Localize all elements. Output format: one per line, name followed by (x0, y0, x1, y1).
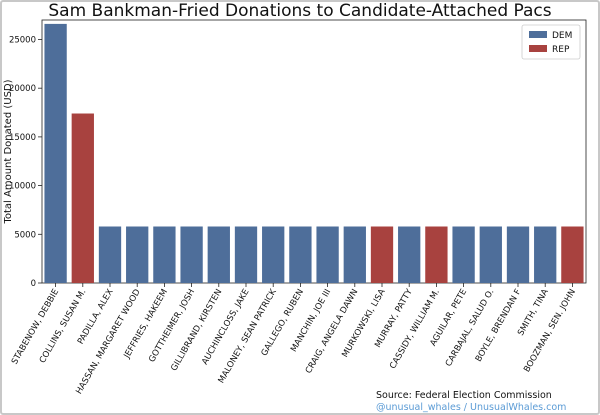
bar-gillibrand-kirsten[interactable] (207, 226, 230, 283)
y-tick-label: 0 (31, 279, 36, 289)
bar-jeffries-hakeem[interactable] (153, 226, 176, 283)
y-tick-label: 15000 (9, 133, 36, 143)
bar-gottheimer-josh[interactable] (180, 226, 203, 283)
bar-stabenow-debbie[interactable] (44, 23, 67, 283)
source-note: Source: Federal Election Commission (376, 390, 552, 401)
x-tick-label: GILLIBRAND, KIRSTEN (169, 288, 224, 373)
x-tick-label: CARBAJAL, SALUD O. (444, 288, 497, 369)
legend-label-dem: DEM (552, 31, 572, 41)
legend-swatch-rep (529, 45, 547, 52)
bar-aguilar-pete[interactable] (452, 226, 475, 283)
bar-craig-angela-dawn[interactable] (343, 226, 366, 283)
plot-area: 0 5000 10000 15000 20000 25000 Total Amount Do… (3, 19, 587, 396)
bar-murkowski-lisa[interactable] (370, 226, 394, 283)
bar-boyle-brendan-f[interactable] (506, 226, 530, 283)
y-axis-label: Total Amount Donated (USD) (3, 79, 14, 224)
bar-collins-susan-m[interactable] (71, 113, 94, 283)
x-tick-label: CRAIG, ANGELA DAWN (304, 288, 361, 376)
bar-maloney-sean-patrick[interactable] (262, 226, 285, 283)
legend-label-rep: REP (552, 45, 570, 55)
bar-padilla-alex[interactable] (98, 226, 122, 283)
plot-border (41, 19, 587, 284)
credit-link[interactable]: @unusual_whales / UnusualWhales.com (376, 402, 567, 413)
y-tick-label: 5000 (14, 230, 36, 240)
bar-boozman-sen-john[interactable] (561, 226, 584, 283)
x-tick-label: STABENOW, DEBBIE (10, 288, 61, 367)
x-tick-label: CASSIDY, WILLIAM M. (388, 288, 442, 371)
bar-smith-tina[interactable] (534, 226, 557, 283)
x-tick-label: BOOZMAN, SEN. JOHN (522, 288, 578, 375)
y-tick-label: 25000 (9, 35, 36, 45)
bar-murray-patty[interactable] (398, 226, 421, 283)
bar-manchin-joe-iii[interactable] (316, 226, 339, 283)
bar-auchincloss-jake[interactable] (234, 226, 258, 283)
bar-cassidy-william-m[interactable] (425, 226, 448, 283)
legend-swatch-dem (529, 31, 547, 38)
bar-carbajal-salud-o[interactable] (479, 226, 502, 283)
bar-hassan-margaret-wood[interactable] (126, 226, 149, 283)
y-tick-label: 20000 (9, 84, 36, 94)
y-tick-label: 10000 (9, 182, 36, 192)
chart-title: Sam Bankman-Fried Donations to Candidate… (48, 1, 552, 21)
bar-gallego-ruben[interactable] (289, 226, 312, 283)
